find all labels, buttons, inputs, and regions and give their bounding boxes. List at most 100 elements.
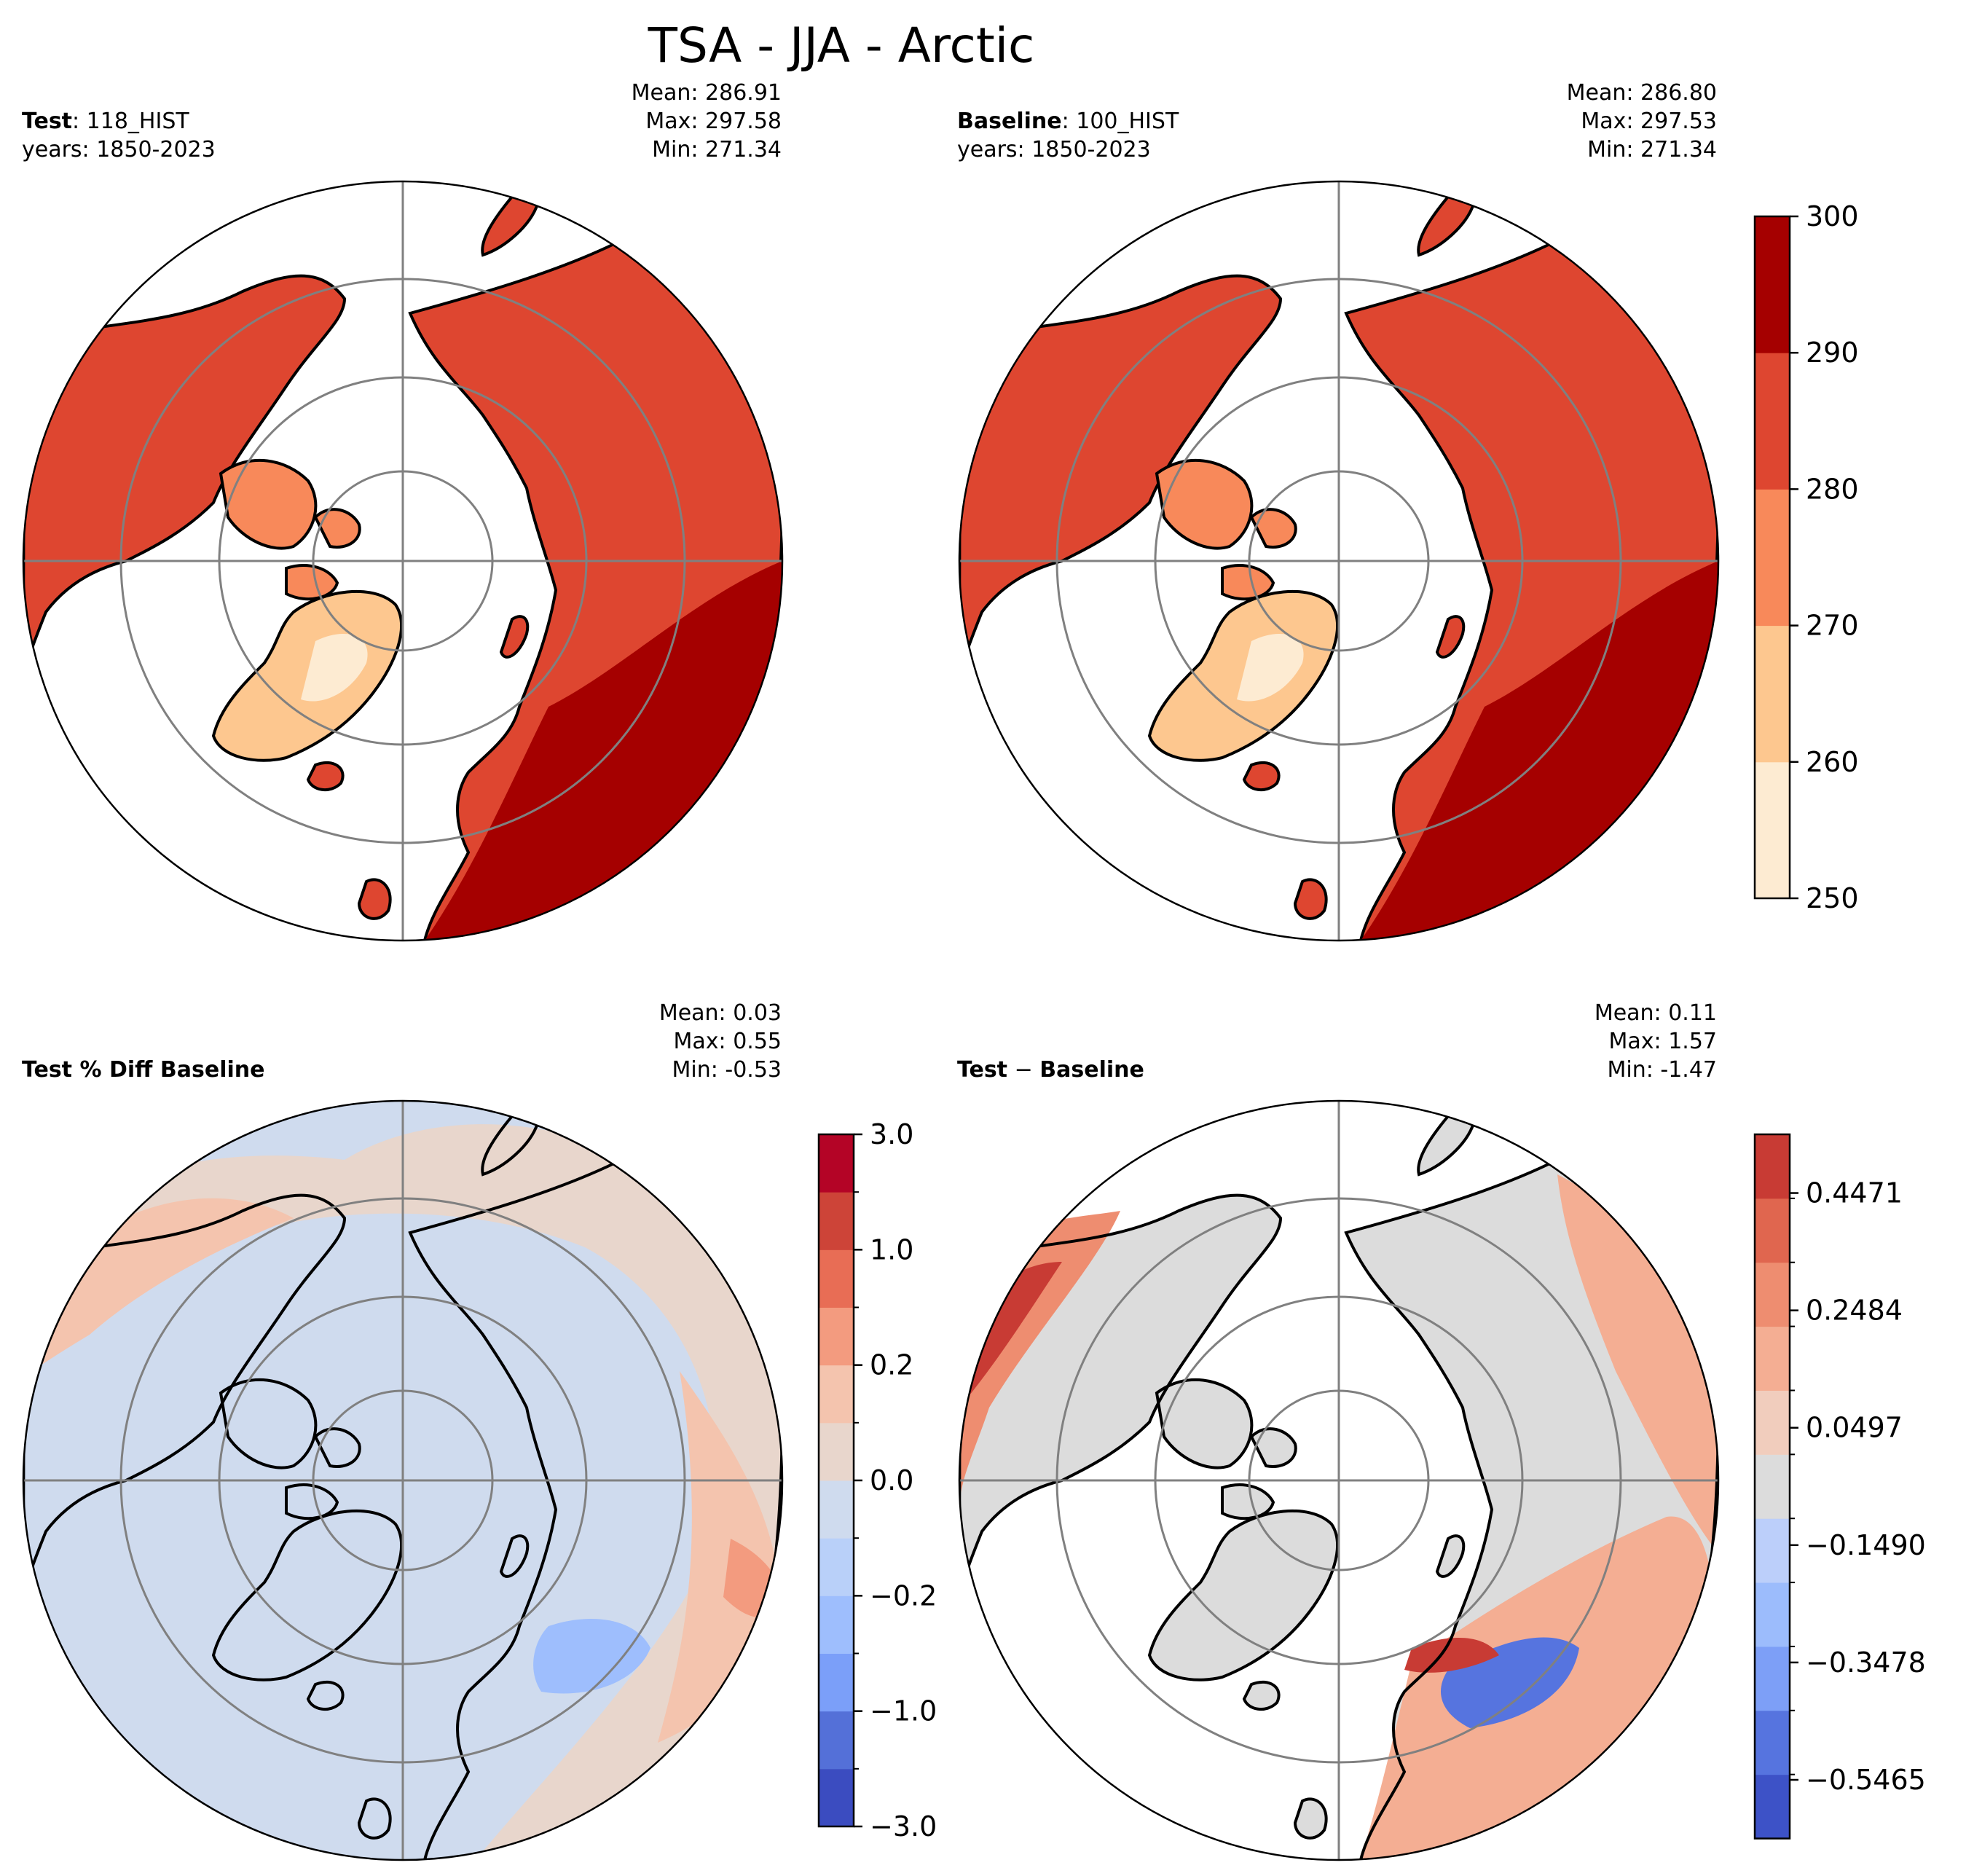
colorbar-diff-tick-label: 0.0497	[1806, 1412, 1903, 1444]
panel-pctdiff-max: Max: 0.55	[674, 1029, 782, 1054]
colorbar-pctdiff-tick-label: 1.0	[870, 1233, 913, 1265]
panel-baseline-mean: Mean: 286.80	[1567, 80, 1717, 106]
colorbar-diff-segment	[1755, 1326, 1790, 1391]
panel-baseline-label-bold: Baseline	[957, 109, 1062, 134]
colorbar-diff-tick-label: 0.4471	[1806, 1177, 1903, 1209]
panel-pctdiff-label: Test % Diff Baseline	[22, 1057, 265, 1083]
colorbar-pctdiff-segment	[819, 1538, 854, 1596]
colorbar-top-tick-label: 300	[1806, 200, 1859, 232]
colorbar-top-tick-label: 250	[1806, 882, 1859, 914]
gridlines-baseline	[959, 181, 1718, 941]
panel-baseline-max: Max: 297.53	[1581, 109, 1717, 134]
colorbar-pctdiff-tick-label: −0.2	[870, 1579, 937, 1612]
colorbar-diff: 0.4471 0.2484 0.0497 −0.1490 −0.3478 −0.5465	[1753, 1133, 1926, 1840]
colorbar-top-segment	[1755, 216, 1790, 353]
gridlines-diff	[959, 1101, 1718, 1860]
panel-diff: Test − Baseline Mean: 0.11 Max: 1.57 Min…	[957, 1000, 1720, 1861]
colorbar-pctdiff-segment	[819, 1653, 854, 1712]
colorbar-diff-segment	[1755, 1774, 1790, 1840]
panel-baseline-years: years: 1850-2023	[957, 137, 1151, 162]
colorbar-diff-segment	[1755, 1582, 1790, 1647]
colorbar-top-tick-label: 270	[1806, 610, 1859, 642]
diff-hot-south	[1404, 1638, 1499, 1673]
colorbar-pctdiff-tick-label: 0.0	[870, 1464, 913, 1496]
colorbar-pctdiff-segment	[819, 1422, 854, 1481]
map-baseline-border	[958, 180, 1720, 942]
colorbar-diff-segment	[1755, 1198, 1790, 1263]
panel-diff-max: Max: 1.57	[1609, 1029, 1717, 1054]
map-diff	[959, 1101, 1718, 1860]
panel-test-years: years: 1850-2023	[22, 137, 216, 162]
colorbar-pctdiff-segment	[819, 1307, 854, 1366]
colorbar-pctdiff-tick-label: −3.0	[870, 1810, 937, 1842]
map-pctdiff	[23, 1101, 782, 1860]
panel-pctdiff-mean: Mean: 0.03	[659, 1000, 782, 1026]
colorbar-pctdiff-segment	[819, 1596, 854, 1654]
panel-baseline-min: Min: 271.34	[1587, 137, 1717, 162]
colorbar-diff-tick-label: −0.1490	[1806, 1529, 1926, 1561]
panel-pctdiff: Test % Diff Baseline Mean: 0.03 Max: 0.5…	[22, 1000, 784, 1861]
panel-baseline-label-rest: : 100_HIST	[1062, 109, 1179, 134]
colorbar-pctdiff-segment	[819, 1249, 854, 1308]
colorbar-pctdiff-tick-label: −1.0	[870, 1695, 937, 1727]
colorbar-pctdiff-segment	[819, 1365, 854, 1424]
colorbar-top-segment	[1755, 625, 1790, 763]
colorbar-pctdiff: 3.0 1.0 0.2 0.0 −0.2 −1.0 −3.0	[817, 1118, 937, 1842]
colorbar-diff-segment	[1755, 1134, 1790, 1199]
panel-test-min: Min: 271.34	[652, 137, 782, 162]
figure-title: TSA - JJA - Arctic	[648, 17, 1035, 74]
colorbar-diff-segment	[1755, 1454, 1790, 1519]
colorbar-top-tick-label: 290	[1806, 337, 1859, 369]
colorbar-pctdiff-segment	[819, 1134, 854, 1193]
colorbar-diff-frame	[1753, 1133, 1791, 1840]
greenland-core-baseline	[1237, 634, 1304, 702]
map-test-border	[22, 180, 784, 942]
colorbar-diff-tick-label: −0.5465	[1806, 1764, 1926, 1796]
colorbar-diff-segment	[1755, 1518, 1790, 1583]
colorbar-pctdiff-segment	[819, 1768, 854, 1827]
panel-diff-min: Min: -1.47	[1608, 1057, 1718, 1083]
map-baseline	[959, 181, 1718, 941]
colorbar-pctdiff-tick-label: 3.0	[870, 1118, 913, 1150]
colorbar-pctdiff-segment	[819, 1711, 854, 1770]
panel-baseline-label: Baseline: 100_HIST	[957, 109, 1179, 134]
panel-test-max: Max: 297.58	[645, 109, 782, 134]
colorbar-top: 300 290 280 270 260 250	[1753, 200, 1859, 914]
map-pctdiff-border	[22, 1099, 784, 1861]
colorbar-pctdiff-segment	[819, 1192, 854, 1250]
panel-diff-mean: Mean: 0.11	[1595, 1000, 1717, 1026]
greenland-core-test	[301, 634, 368, 702]
panel-test-mean: Mean: 286.91	[632, 80, 782, 106]
pct-cool-patch	[533, 1619, 650, 1694]
colorbar-top-tick-label: 280	[1806, 473, 1859, 505]
colorbar-top-segment	[1755, 353, 1790, 490]
colorbar-diff-segment	[1755, 1646, 1790, 1711]
colorbar-diff-tick-label: 0.2484	[1806, 1295, 1903, 1327]
panel-pctdiff-min: Min: -0.53	[672, 1057, 782, 1083]
panel-diff-label: Test − Baseline	[957, 1057, 1144, 1083]
panel-test-label-rest: : 118_HIST	[72, 109, 189, 134]
map-diff-border	[958, 1099, 1720, 1861]
gridlines-test	[23, 181, 782, 941]
diff-warm-east	[1557, 1174, 1718, 1553]
panel-test-label: Test: 118_HIST	[22, 109, 189, 134]
panel-test: Test: 118_HIST years: 1850-2023 Mean: 28…	[22, 80, 784, 942]
colorbar-pctdiff-segment	[819, 1480, 854, 1539]
colorbar-diff-segment	[1755, 1390, 1790, 1455]
panel-baseline: Baseline: 100_HIST years: 1850-2023 Mean…	[957, 80, 1720, 942]
panel-test-label-bold: Test	[22, 109, 72, 134]
colorbar-top-segment	[1755, 761, 1790, 899]
colorbar-pctdiff-tick-label: 0.2	[870, 1349, 913, 1381]
colorbar-diff-tick-label: −0.3478	[1806, 1647, 1926, 1679]
colorbar-diff-segment	[1755, 1710, 1790, 1775]
colorbar-diff-segment	[1755, 1262, 1790, 1327]
panel-diff-label-bold: Test	[957, 1057, 1007, 1083]
colorbar-top-segment	[1755, 489, 1790, 627]
gridlines-pctdiff	[23, 1101, 782, 1860]
colorbar-top-frame	[1753, 215, 1791, 900]
colorbar-top-tick-label: 260	[1806, 746, 1859, 778]
panel-diff-label-op: −	[1007, 1057, 1039, 1083]
panel-diff-label-bold2: Baseline	[1039, 1057, 1144, 1083]
map-test	[23, 181, 782, 941]
